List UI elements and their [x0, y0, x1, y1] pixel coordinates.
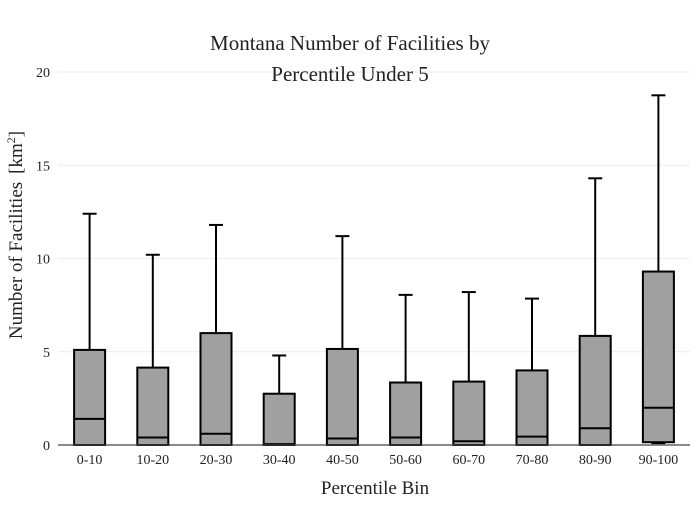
interquartile-box	[262, 392, 296, 446]
x-tick-label: 50-60	[389, 453, 422, 468]
y-tick-label: 15	[36, 159, 50, 174]
box-30-40	[262, 354, 296, 446]
y-tick-labels: 0 5 10 15 20	[36, 66, 50, 454]
x-tick-label: 0-10	[77, 453, 103, 468]
box-0-10	[73, 212, 107, 447]
interquartile-box	[199, 332, 233, 447]
y-axis-title: Number of Facilities [km2]	[4, 131, 27, 339]
x-tick-label: 40-50	[326, 453, 359, 468]
x-tick-label: 20-30	[200, 453, 233, 468]
box-20-30	[199, 223, 233, 447]
interquartile-box	[73, 348, 107, 447]
interquartile-box	[389, 381, 423, 446]
x-tick-label: 10-20	[136, 453, 169, 468]
y-axis-title-unit-superscript: 2	[4, 137, 18, 143]
box-50-60	[389, 293, 423, 446]
interquartile-box	[641, 270, 675, 444]
y-axis-title-unit: [km	[6, 143, 27, 174]
y-tick-label: 0	[43, 439, 50, 454]
y-tick-label: 20	[36, 66, 50, 81]
y-axis-title-unit-close: ]	[6, 131, 27, 137]
interquartile-box	[325, 347, 359, 447]
y-axis-title-main: Number of Facilities	[6, 182, 27, 339]
x-tick-labels: 0-10 10-20 20-30 30-40 40-50 50-60 60-70 70-80 8…	[77, 453, 678, 468]
box-40-50	[325, 235, 359, 447]
interquartile-box	[452, 380, 486, 446]
x-tick-label: 30-40	[263, 453, 296, 468]
y-tick-label: 5	[43, 346, 50, 361]
box-10-20	[136, 253, 170, 447]
y-tick-label: 10	[36, 253, 50, 268]
x-tick-label: 90-100	[639, 453, 679, 468]
interquartile-box	[136, 366, 170, 447]
x-tick-label: 70-80	[516, 453, 549, 468]
box-80-90	[578, 177, 612, 446]
x-tick-label: 60-70	[452, 453, 485, 468]
x-axis-title: Percentile Bin	[321, 478, 430, 499]
chart-title-line-1: Montana Number of Facilities by	[210, 31, 490, 55]
box-90-100	[641, 94, 675, 445]
interquartile-box	[578, 334, 612, 446]
interquartile-box	[515, 369, 549, 446]
boxes	[73, 94, 675, 447]
box-60-70	[452, 291, 486, 446]
chart-title-line-2: Percentile Under 5	[271, 62, 428, 86]
x-tick-label: 80-90	[579, 453, 612, 468]
box-70-80	[515, 297, 549, 446]
